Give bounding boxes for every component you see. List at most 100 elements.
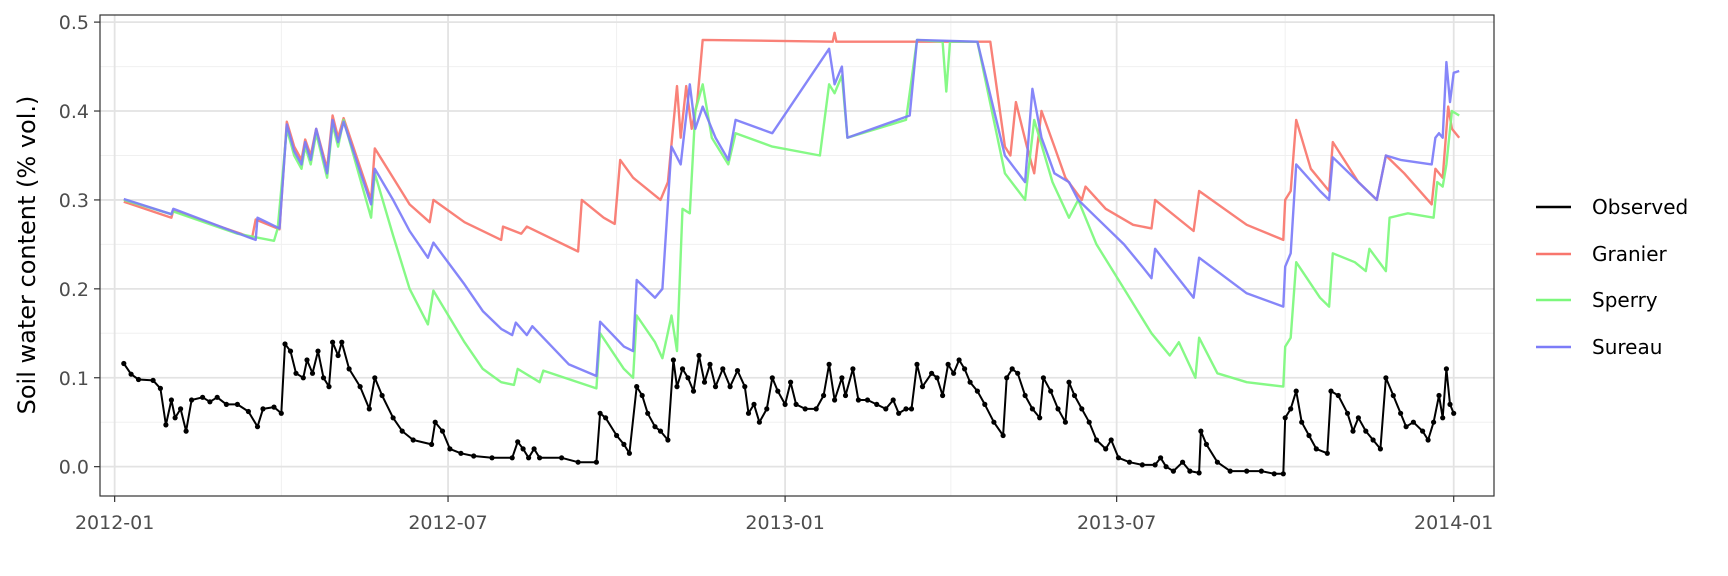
observed-point <box>515 439 521 445</box>
legend-label-sperry: Sperry <box>1592 288 1658 312</box>
observed-point <box>1350 428 1356 434</box>
observed-point <box>934 375 940 381</box>
observed-point <box>701 379 708 385</box>
observed-point <box>150 377 156 383</box>
observed-point <box>821 392 827 399</box>
observed-point <box>652 424 658 430</box>
observed-point <box>712 384 719 390</box>
observed-point <box>458 450 464 456</box>
y-tick-label: 0.2 <box>59 279 89 301</box>
observed-point <box>471 453 477 459</box>
legend-label-observed: Observed <box>1592 195 1688 219</box>
observed-point <box>855 397 862 403</box>
observed-point <box>1170 468 1176 474</box>
observed-point <box>832 397 838 403</box>
observed-point <box>929 370 935 376</box>
observed-point <box>135 376 142 383</box>
grid <box>100 15 1494 496</box>
observed-point <box>531 446 537 452</box>
observed-point <box>1203 441 1209 447</box>
observed-point <box>1022 392 1028 399</box>
observed-point <box>951 370 957 376</box>
observed-point <box>410 437 416 443</box>
legend-label-sureau: Sureau <box>1592 335 1662 359</box>
observed-point <box>432 419 438 425</box>
observed-point <box>1383 375 1389 381</box>
observed-point <box>1093 437 1100 443</box>
observed-point <box>575 459 581 465</box>
observed-point <box>1196 470 1202 476</box>
observed-point <box>439 428 446 434</box>
observed-point <box>1062 419 1068 425</box>
observed-point <box>1431 419 1437 425</box>
observed-point <box>1015 370 1021 376</box>
x-tick-label: 2014-01 <box>1414 512 1493 534</box>
observed-point <box>1103 446 1109 452</box>
observed-point <box>1403 424 1409 430</box>
observed-point <box>1040 375 1046 381</box>
observed-point <box>634 384 640 390</box>
observed-point <box>1370 437 1376 443</box>
observed-point <box>967 379 973 385</box>
observed-point <box>293 370 299 376</box>
observed-point <box>128 371 134 377</box>
observed-point <box>903 406 909 412</box>
observed-point <box>1363 428 1369 434</box>
observed-point <box>1126 459 1133 465</box>
observed-point <box>991 419 997 425</box>
observed-point <box>802 406 808 412</box>
observed-point <box>940 392 946 399</box>
observed-point <box>639 392 645 399</box>
observed-point <box>751 401 757 407</box>
observed-point <box>742 384 748 390</box>
y-axis-title: Soil water content (% vol.) <box>13 96 41 415</box>
observed-point <box>315 348 321 354</box>
observed-point <box>813 406 819 412</box>
observed-point <box>593 459 600 465</box>
observed-point <box>1293 388 1299 394</box>
observed-point <box>734 368 741 374</box>
x-axis: 2012-01 2012-07 2013-01 2013-07 2014-01 <box>75 496 1493 534</box>
observed-point <box>657 428 664 434</box>
observed-point <box>1227 468 1233 474</box>
observed-point <box>1079 406 1085 412</box>
observed-point <box>769 375 775 381</box>
observed-point <box>1440 415 1446 421</box>
legend-label-granier: Granier <box>1592 242 1668 266</box>
observed-point <box>254 424 261 430</box>
y-tick-label: 0.0 <box>59 457 89 479</box>
observed-point <box>850 366 856 372</box>
observed-point <box>309 370 316 376</box>
observed-point <box>1187 468 1193 474</box>
observed-point <box>707 361 713 367</box>
series-line-sperry <box>123 38 1460 390</box>
observed-point <box>1115 455 1122 461</box>
observed-point <box>745 410 752 416</box>
observed-point <box>214 394 220 400</box>
y-tick-label: 0.4 <box>59 101 89 123</box>
observed-point <box>1198 428 1204 434</box>
observed-point <box>1086 419 1092 425</box>
observed-point <box>287 348 294 354</box>
observed-point <box>1282 415 1288 421</box>
observed-point <box>168 397 174 403</box>
observed-point <box>1288 406 1294 412</box>
observed-point <box>1436 392 1442 399</box>
observed-point <box>1066 379 1072 385</box>
y-tick-label: 0.5 <box>59 12 89 34</box>
observed-point <box>271 404 277 410</box>
observed-point <box>645 410 651 416</box>
observed-point <box>245 408 251 415</box>
observed-point <box>1139 462 1145 468</box>
observed-point <box>178 406 184 412</box>
observed-point <box>1328 388 1334 394</box>
observed-point <box>775 388 781 394</box>
observed-point <box>379 392 385 399</box>
observed-point <box>1410 419 1416 425</box>
observed-point <box>559 455 565 461</box>
observed-point <box>326 384 332 390</box>
observed-point <box>200 394 206 400</box>
observed-point <box>509 455 515 461</box>
observed-point <box>1163 464 1169 470</box>
observed-point <box>372 375 378 381</box>
